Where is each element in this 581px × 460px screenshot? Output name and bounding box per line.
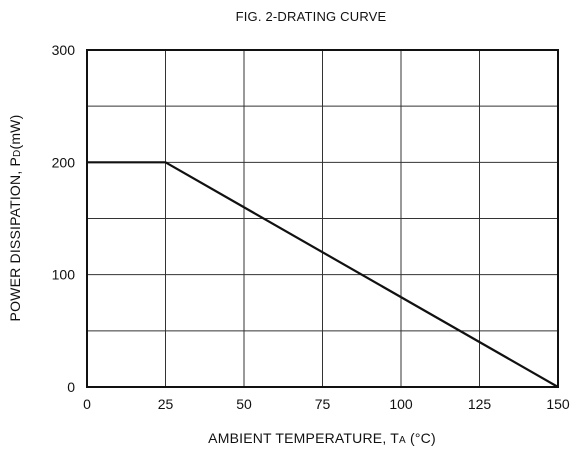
y-axis-label: POWER DISSIPATION, PD(mW): [7, 115, 23, 322]
x-axis-label-tail: (°C): [406, 430, 436, 446]
y-tick-label-100: 100: [52, 267, 76, 283]
y-tick-label-300: 300: [52, 42, 76, 58]
x-tick-label-0: 0: [83, 396, 91, 412]
x-tick-label-125: 125: [468, 396, 492, 412]
y-tick-label-200: 200: [52, 154, 76, 170]
x-tick-label-25: 25: [158, 396, 174, 412]
x-tick-label-150: 150: [546, 396, 570, 412]
y-axis-label-subscript: D: [12, 150, 23, 157]
plot-frame: [86, 49, 559, 388]
y-axis-label-main: POWER DISSIPATION, P: [7, 157, 23, 322]
x-axis-label: AMBIENT TEMPERATURE, TA (°C): [208, 430, 436, 446]
y-tick-label-0: 0: [67, 379, 75, 395]
x-axis-label-main: AMBIENT TEMPERATURE, T: [208, 430, 399, 446]
x-tick-label-100: 100: [389, 396, 413, 412]
series-line-0: [87, 161, 559, 388]
x-tick-label-50: 50: [236, 396, 252, 412]
chart-title: FIG. 2-DRATING CURVE: [236, 9, 387, 24]
x-axis-label-subscript: A: [399, 435, 406, 446]
grid-lines: [87, 50, 558, 387]
plot-border: [86, 49, 559, 388]
x-tick-label-75: 75: [315, 396, 331, 412]
y-axis-label-tail: (mW): [7, 115, 23, 150]
series-layer: [87, 161, 559, 388]
tick-labels: 0 25 50 75 100 125 150 0 100 200 300: [52, 42, 570, 412]
